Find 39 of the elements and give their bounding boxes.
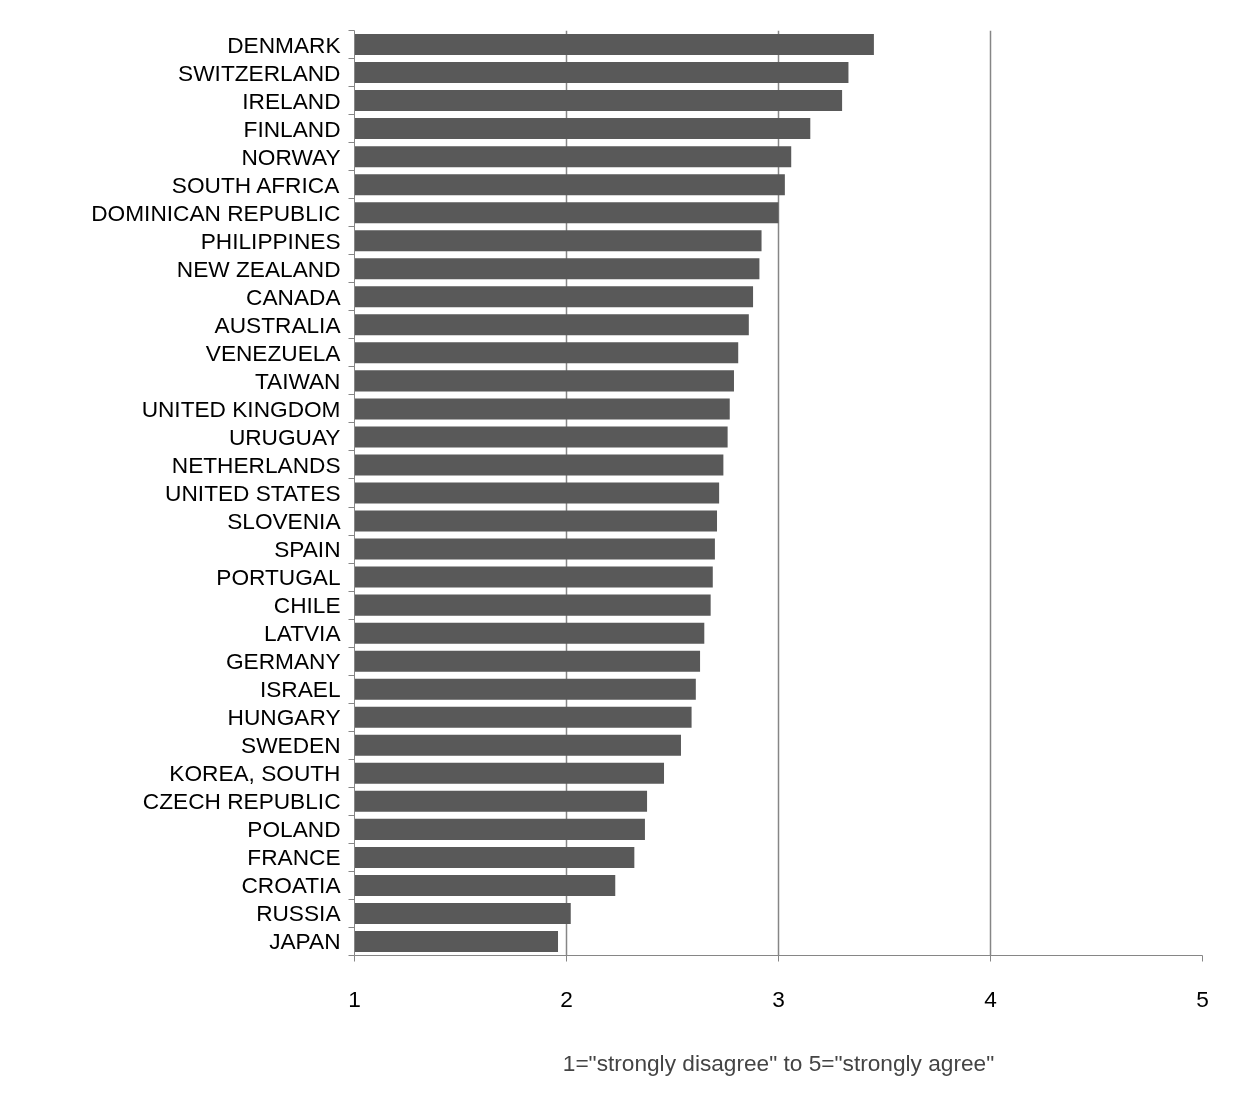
y-tick-label: FRANCE	[247, 844, 341, 871]
y-tick-label: SLOVENIA	[227, 508, 342, 535]
y-tick-label: JAPAN	[269, 928, 341, 955]
y-tick-label: NORWAY	[241, 143, 341, 170]
y-tick-label: AUSTRALIA	[214, 311, 342, 338]
y-tick-label: SPAIN	[274, 536, 341, 563]
x-tick-label: 5	[1196, 985, 1209, 1012]
x-tick-label: 1	[348, 985, 361, 1012]
y-tick-label: HUNGARY	[227, 704, 341, 731]
y-tick-label: SWEDEN	[241, 732, 341, 759]
y-tick-label: CANADA	[246, 283, 342, 310]
y-tick-label: RUSSIA	[256, 900, 342, 927]
y-tick-label: POLAND	[247, 816, 341, 843]
y-tick-label: CHILE	[273, 592, 341, 619]
y-tick-label: UNITED STATES	[165, 480, 341, 506]
x-axis-title: 1="strongly disagree" to 5="strongly agree"	[562, 1049, 995, 1076]
y-tick-label: LATVIA	[264, 620, 342, 647]
y-tick-label: GERMANY	[225, 648, 341, 675]
y-tick-label: FINLAND	[243, 115, 341, 142]
x-tick-label: 4	[984, 985, 997, 1012]
x-tick-label: 3	[772, 985, 785, 1012]
y-tick-label: SWITZERLAND	[178, 59, 341, 86]
y-tick-label: DENMARK	[227, 31, 341, 58]
y-tick-label: TAIWAN	[254, 367, 341, 394]
y-tick-label: DOMINICAN REPUBLIC	[91, 199, 341, 226]
y-tick-label: IRELAND	[242, 87, 341, 114]
y-tick-label: PORTUGAL	[216, 564, 341, 591]
y-tick-label: ISRAEL	[259, 676, 341, 703]
x-tick-label: 2	[560, 985, 573, 1012]
y-tick-label: VENEZUELA	[205, 339, 342, 366]
y-tick-label: CZECH REPUBLIC	[142, 788, 341, 815]
y-tick-label: CROATIA	[241, 872, 342, 899]
y-tick-label: URUGUAY	[228, 423, 341, 450]
y-tick-label: NEW ZEALAND	[176, 255, 341, 282]
y-tick-label: PHILIPPINES	[200, 227, 341, 254]
y-tick-label: UNITED KINGDOM	[141, 395, 341, 422]
y-tick-label: KOREA, SOUTH	[169, 760, 341, 787]
y-tick-label: SOUTH AFRICA	[171, 171, 341, 198]
y-tick-label: NETHERLANDS	[171, 451, 341, 478]
